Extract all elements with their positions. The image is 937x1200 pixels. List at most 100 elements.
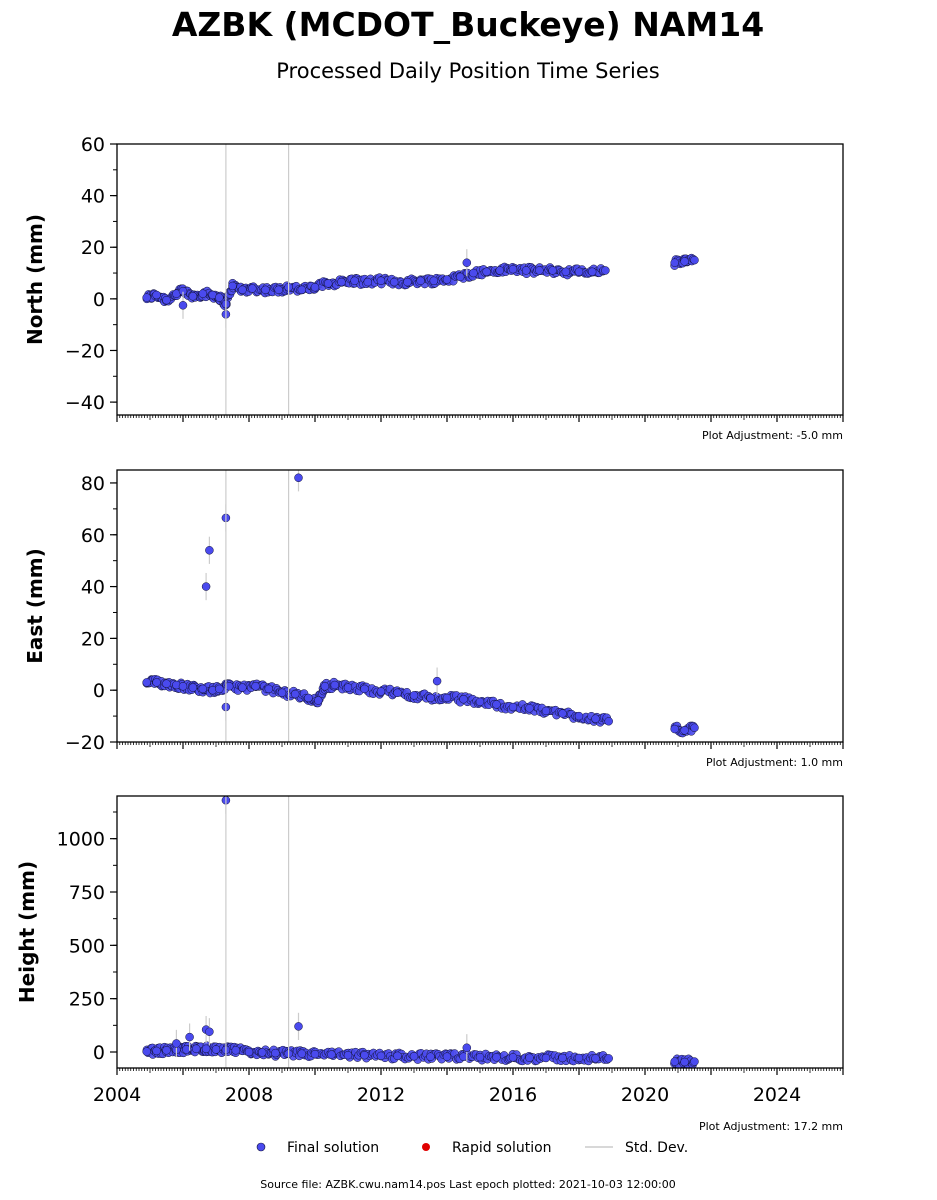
data-point [327,1050,336,1059]
data-point [251,682,260,691]
data-point [690,723,699,733]
y-tick-label: 80 [81,473,105,495]
data-point [558,1053,567,1063]
outlier-point [462,1043,472,1052]
data-point [330,680,340,690]
data-point [492,1053,501,1062]
data-point [409,691,419,700]
y-tick-label: 20 [81,237,105,259]
outlier-point [205,1027,214,1036]
y-tick-label: 40 [81,577,105,599]
y-tick-label: 20 [81,628,105,650]
data-point [591,714,600,723]
outlier-point [462,258,472,267]
y-axis-label: East (mm) [23,548,47,664]
data-point [541,1053,551,1063]
data-point [337,277,346,287]
y-tick-label: 0 [93,289,105,311]
data-point [152,678,161,687]
data-point [297,1049,307,1058]
data-point [360,684,369,694]
data-point [310,282,320,292]
data-point [142,678,151,687]
data-point [459,1052,468,1061]
data-point [601,266,610,275]
plot-adjustment: Plot Adjustment: -5.0 mm [702,429,843,442]
plot-area [142,796,699,1068]
data-point [389,277,399,287]
data-point [508,702,518,712]
data-point [495,266,505,275]
data-point [670,258,679,267]
plot-area [142,144,699,415]
data-point [670,724,679,734]
data-point [409,1052,419,1061]
y-tick-label: 0 [93,1042,105,1064]
data-point [152,1046,161,1056]
y-tick-label: 500 [69,935,105,957]
data-point [459,695,468,704]
data-point [541,706,551,716]
data-point [416,276,425,286]
data-point [670,1057,679,1066]
data-point [231,1046,241,1055]
data-point [604,717,613,726]
data-point [376,276,386,286]
data-point [574,267,584,277]
data-point [257,1048,267,1057]
data-point [376,1051,386,1061]
data-point [228,281,237,291]
data-point [320,682,330,691]
data-point [323,279,333,288]
data-point [350,276,359,286]
data-point [198,289,208,298]
y-tick-label: −40 [65,392,105,414]
data-point [142,293,151,302]
data-point [211,1045,221,1054]
data-point [376,687,386,696]
data-point [482,267,491,277]
data-point [271,1048,280,1058]
figure-title: AZBK (MCDOT_Buckeye) NAM14 [172,5,764,44]
data-point [215,293,224,302]
x-tick-label: 2008 [225,1084,273,1106]
data-point [680,1057,689,1067]
data-point [297,285,307,295]
data-point [162,679,171,688]
outlier-point [205,546,214,555]
panel-2: 0 250 500 750 1000 2004 2008 2012 2016 2020 2024 He… [15,795,844,1133]
outlier-point [294,1022,303,1031]
data-point [574,711,584,721]
y-axis-label: North (mm) [23,214,47,345]
data-point [162,295,171,305]
data-point [343,683,353,692]
data-point [152,290,161,300]
data-point [442,693,452,703]
data-point [492,700,501,709]
legend: Final solution Rapid solution Std. Dev. [256,1140,688,1156]
data-point [558,709,567,718]
x-tick-label: 2024 [753,1084,801,1106]
data-point [680,726,689,735]
outlier-point [178,301,188,310]
y-tick-label: 40 [81,186,105,208]
outlier-point [172,1039,181,1048]
data-point [469,268,478,278]
y-axis-label: Height (mm) [15,861,39,1003]
data-point [314,696,323,705]
data-point [178,682,188,691]
data-point [442,1052,452,1061]
x-tick-label: 2020 [621,1084,669,1106]
data-point [343,1050,353,1060]
y-tick-label: −20 [65,732,105,754]
x-tick-label: 2016 [489,1084,537,1106]
outlier-point [185,1032,194,1042]
data-point [508,1053,518,1062]
data-point [238,285,247,295]
outlier-point [201,582,211,591]
data-point [238,683,247,692]
data-point [442,275,452,284]
data-point [224,682,234,691]
data-point [426,1052,435,1061]
data-point [591,1054,600,1063]
